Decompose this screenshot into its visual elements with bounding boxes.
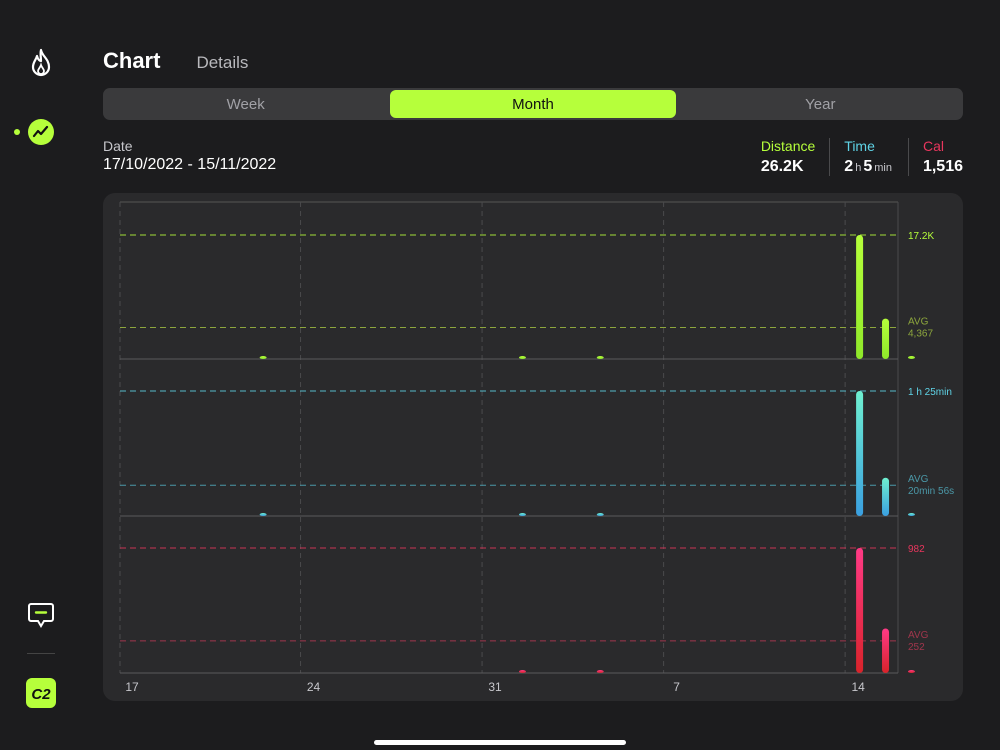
x-tick-label: 7 — [673, 680, 680, 694]
time-minutes-unit: min — [874, 162, 892, 174]
tab-details[interactable]: Details — [196, 53, 249, 72]
cal-label: Cal — [922, 138, 944, 154]
tab-chart[interactable]: Chart — [103, 48, 161, 73]
segment-year[interactable]: Year — [805, 95, 836, 113]
home-indicator[interactable] — [374, 740, 626, 745]
distance-label: Distance — [760, 138, 816, 154]
x-tick-label: 17 — [125, 680, 139, 694]
cal-avg-title: AVG — [908, 630, 929, 641]
time-max-label: 1 h 25min — [908, 387, 952, 398]
summary-stats: Distance 26.2K Time 2 h 5 min Cal 1,516 — [747, 138, 963, 176]
time-bar — [882, 477, 890, 516]
activity-chart-icon[interactable] — [26, 117, 56, 147]
chart-panel: 17.2K AVG 4,367 1 h 25min AVG 20min 56s 982 AVG… — [103, 193, 963, 701]
cal-bar — [856, 548, 864, 673]
time-bar — [518, 513, 526, 516]
distance-max-label: 17.2K — [908, 231, 934, 242]
x-tick-label: 31 — [488, 680, 502, 694]
cal-bar — [907, 670, 915, 673]
app-logo-icon[interactable]: C2 — [26, 678, 56, 708]
cal-bar — [596, 670, 604, 673]
distance-bar — [518, 356, 526, 359]
flame-icon[interactable] — [26, 48, 56, 78]
time-bar — [259, 513, 267, 516]
cal-bar — [518, 670, 526, 673]
x-tick-label: 14 — [851, 680, 865, 694]
sidebar: C2 — [0, 0, 82, 750]
segment-month[interactable]: Month — [390, 90, 676, 118]
period-segmented-control: Week Month Year — [103, 88, 963, 120]
date-label: Date — [103, 138, 133, 154]
cal-avg-value: 252 — [908, 642, 925, 653]
time-avg-value: 20min 56s — [908, 486, 954, 497]
chat-icon[interactable] — [26, 600, 56, 630]
distance-bar — [596, 356, 604, 359]
cal-bar — [882, 628, 890, 673]
svg-text:C2: C2 — [31, 686, 51, 703]
distance-bar — [882, 318, 890, 359]
segment-week[interactable]: Week — [226, 95, 265, 113]
distance-bar — [259, 356, 267, 359]
distance-bar — [907, 356, 915, 359]
time-value: 2 h 5 min — [844, 158, 894, 176]
cal-max-label: 982 — [908, 544, 925, 555]
active-indicator-dot — [14, 129, 20, 135]
sidebar-divider — [27, 653, 55, 654]
time-stat: Time 2 h 5 min — [829, 138, 908, 176]
time-hours: 2 — [844, 158, 854, 175]
distance-avg-title: AVG — [908, 317, 929, 328]
time-bar — [907, 513, 915, 516]
distance-stat: Distance 26.2K — [747, 138, 829, 176]
summary-row: Date 17/10/2022 - 15/11/2022 Distance 26… — [103, 138, 963, 178]
distance-value: 26.2K — [760, 158, 804, 175]
distance-avg-value: 4,367 — [908, 329, 933, 340]
header-tabs: Chart Details — [103, 48, 248, 74]
time-bar — [856, 391, 864, 516]
cal-value: 1,516 — [922, 158, 963, 175]
time-bar — [596, 513, 604, 516]
cal-stat: Cal 1,516 — [907, 138, 963, 176]
time-avg-title: AVG — [908, 474, 929, 485]
time-hours-unit: h — [855, 162, 862, 174]
time-label: Time — [844, 138, 875, 154]
x-tick-label: 24 — [307, 680, 321, 694]
date-range: 17/10/2022 - 15/11/2022 — [103, 156, 277, 173]
distance-bar — [856, 235, 864, 359]
time-minutes: 5 — [863, 158, 873, 175]
